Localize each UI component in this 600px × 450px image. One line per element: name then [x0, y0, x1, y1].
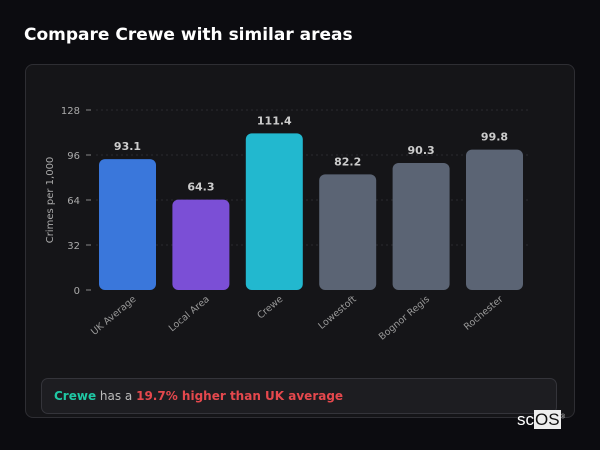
bar — [319, 174, 377, 290]
page-title: Compare Crewe with similar areas — [24, 25, 353, 45]
x-tick-label: UK Average — [89, 294, 138, 338]
x-tick-label: Lowestoft — [316, 294, 358, 332]
data-label: 99.8 — [481, 131, 508, 144]
x-tick-label: Rochester — [462, 294, 506, 333]
data-label: 64.3 — [187, 181, 214, 194]
y-tick-label: 32 — [67, 241, 80, 252]
bar — [466, 149, 523, 290]
data-label: 90.3 — [408, 144, 435, 157]
x-tick-label: Crewe — [255, 294, 285, 322]
bar — [392, 163, 450, 290]
y-axis-label: Crimes per 1,000 — [45, 157, 56, 244]
brand-logo: scOS® — [517, 410, 565, 429]
x-tick-label: Local Area — [167, 294, 212, 334]
summary-note: Crewe has a 19.7% higher than UK average — [41, 378, 557, 414]
y-tick-label: 64 — [67, 196, 80, 207]
summary-area: Crewe — [54, 389, 97, 403]
bar — [172, 199, 230, 290]
data-label: 93.1 — [114, 140, 141, 153]
x-tick-label: Bognor Regis — [377, 294, 432, 343]
bar — [245, 133, 303, 290]
y-tick-label: 96 — [67, 151, 80, 162]
summary-text: has a — [96, 389, 137, 403]
data-label: 82.2 — [334, 155, 361, 168]
y-tick-label: 128 — [61, 106, 80, 117]
y-tick-label: 0 — [74, 286, 80, 297]
summary-highlight: 19.7% higher than UK average — [136, 389, 344, 403]
data-label: 111.4 — [257, 114, 292, 127]
bar — [99, 159, 156, 290]
